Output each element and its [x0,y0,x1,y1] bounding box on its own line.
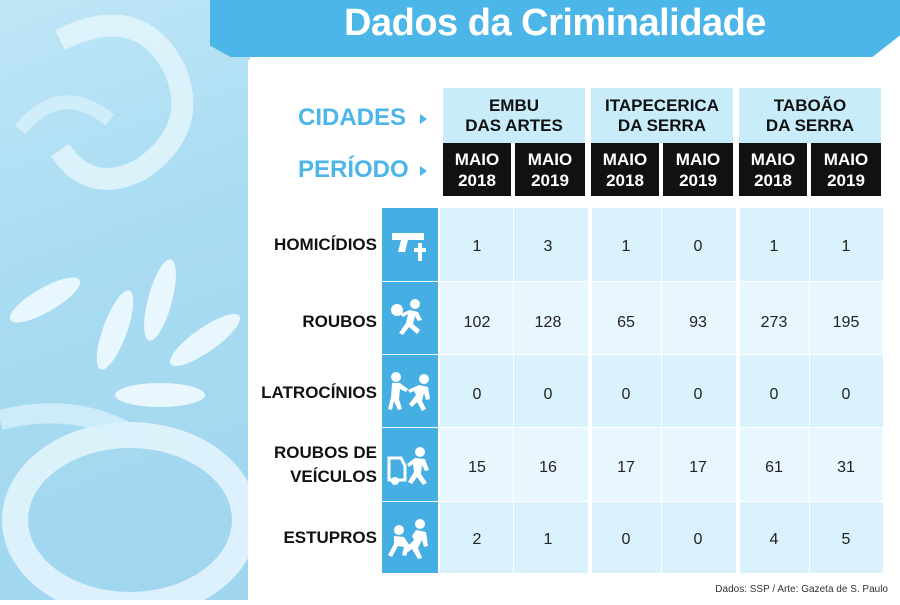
period-month: MAIO [675,149,721,169]
table-cell: 17 [617,459,635,476]
table-cell: 65 [617,314,635,331]
column-divider [513,208,514,573]
period-header: MAIO 2019 [663,143,733,196]
period-header: MAIO 2018 [591,143,659,196]
table-cell: 0 [693,238,703,255]
cidades-label: CIDADES [298,104,407,131]
row-label-line1: ROUBOS [302,312,377,331]
period-year: 2018 [754,170,792,190]
assault-icon [388,518,428,559]
period-header: MAIO 2019 [515,143,585,196]
table-cell: 15 [468,459,486,476]
table-cell: 31 [837,459,855,476]
table-cell: 0 [769,386,779,403]
row-label-line1: ROUBOS DE [274,443,377,462]
period-year: 2018 [606,170,644,190]
table-cell: 3 [543,238,553,255]
table-cell: 1 [769,238,779,255]
page-title: Dados da Criminalidade [344,2,766,44]
period-month: MAIO [454,149,500,169]
city-name-line2: DAS ARTES [465,115,563,135]
column-divider [736,208,740,573]
city-name-line2: DA SERRA [765,115,855,135]
row-label-line1: ESTUPROS [283,528,377,547]
city-name-line1: ITAPECERICA [605,95,719,115]
table-cell: 61 [765,459,783,476]
icon-cell [382,428,438,501]
periodo-label: PERÍODO [298,156,409,183]
table-cell: 273 [760,314,788,331]
table-cell: 0 [621,531,631,548]
row-label-line1: LATROCÍNIOS [261,383,377,402]
robbery-attack-icon [388,372,430,411]
period-header: MAIO 2018 [739,143,807,196]
period-year: 2019 [679,170,717,190]
table-cell: 195 [832,314,860,331]
row-label: ROUBOS [255,310,377,334]
city-name-line1: TABOÃO [773,95,847,115]
table-cell: 1 [621,238,631,255]
icon-cell [382,355,438,427]
period-year: 2019 [827,170,865,190]
icon-cell [382,208,438,281]
city-name-line1: EMBU [488,95,540,115]
column-divider [809,208,810,573]
table-cell: 16 [539,459,557,476]
robber-running-icon [391,299,422,335]
city-header: TABOÃO DA SERRA [739,88,881,143]
row-label: ROUBOS DE VEÍCULOS [255,441,377,489]
table-cell: 1 [841,238,851,255]
gun-cross-icon [392,232,426,261]
table-cell: 0 [841,386,851,403]
arrow-right-icon [420,114,427,124]
period-month: MAIO [527,149,573,169]
table-cell: 0 [693,531,703,548]
table-cell: 2 [472,531,482,548]
period-year: 2018 [458,170,496,190]
table-cell: 0 [693,386,703,403]
table-cell: 1 [472,238,482,255]
table-cell: 102 [463,314,491,331]
period-month: MAIO [750,149,796,169]
source-credit: Dados: SSP / Arte: Gazeta de S. Paulo [715,584,888,595]
arrow-right-icon [420,166,427,176]
table-cell: 0 [472,386,482,403]
period-header: MAIO 2019 [811,143,881,196]
table-cell: 0 [543,386,553,403]
table-cell: 4 [769,531,779,548]
city-header: EMBU DAS ARTES [443,88,585,143]
city-header: ITAPECERICA DA SERRA [591,88,733,143]
period-month: MAIO [602,149,648,169]
table-cell: 17 [689,459,707,476]
period-month: MAIO [823,149,869,169]
car-theft-icon [387,446,429,485]
table-cell: 0 [621,386,631,403]
period-year: 2019 [531,170,569,190]
table-cell: 5 [841,531,851,548]
table-cell: 1 [543,531,553,548]
column-divider [661,208,662,573]
handcuffs-bullets-illustration [0,14,258,605]
row-label-line1: HOMICÍDIOS [274,235,377,254]
title-band [210,0,900,57]
icon-cell [382,282,438,354]
table-cell: 128 [534,314,562,331]
city-name-line2: DA SERRA [617,115,707,135]
row-label: HOMICÍDIOS [255,233,377,257]
row-label: ESTUPROS [255,526,377,550]
background-photo [0,0,258,605]
row-label-line2: VEÍCULOS [290,467,377,486]
period-header: MAIO 2018 [443,143,511,196]
table-cell: 93 [689,314,707,331]
row-label: LATROCÍNIOS [255,381,377,405]
icon-cell [382,502,438,573]
column-divider [588,208,592,573]
